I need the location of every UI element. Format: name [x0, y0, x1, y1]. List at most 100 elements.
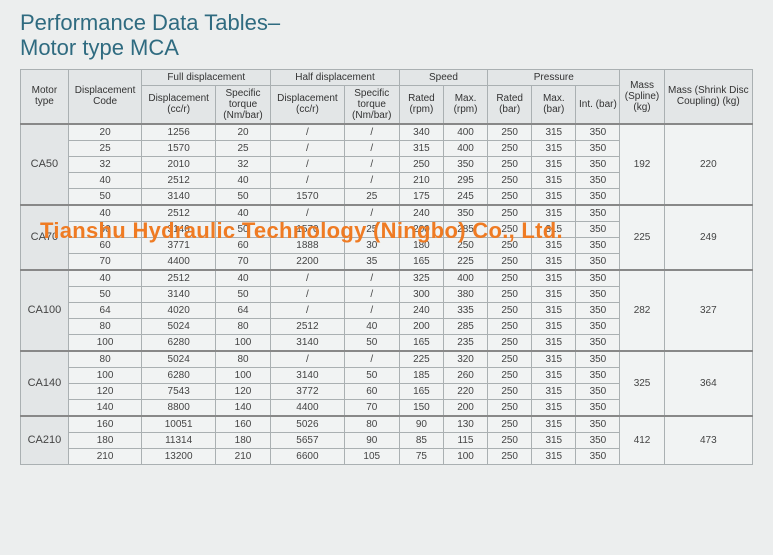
- cell-mb: 315: [532, 367, 576, 383]
- cell-mass-spline: 225: [620, 205, 664, 270]
- cell-mb: 315: [532, 318, 576, 334]
- cell-code: 60: [68, 237, 142, 253]
- cell-ft: 100: [215, 334, 270, 351]
- cell-mass-shrink: 364: [664, 351, 752, 416]
- cell-ht: 50: [344, 367, 399, 383]
- cell-rb: 250: [488, 172, 532, 188]
- cell-mb: 315: [532, 416, 576, 433]
- cell-rr: 225: [399, 351, 443, 368]
- cell-code: 50: [68, 221, 142, 237]
- cell-code: 50: [68, 188, 142, 205]
- cell-mass-spline: 192: [620, 124, 664, 205]
- cell-ft: 32: [215, 156, 270, 172]
- cell-ft: 64: [215, 302, 270, 318]
- cell-ib: 350: [576, 416, 620, 433]
- cell-mr: 225: [443, 253, 487, 270]
- cell-fd: 4020: [142, 302, 216, 318]
- cell-mb: 315: [532, 334, 576, 351]
- cell-rb: 250: [488, 351, 532, 368]
- cell-ht: /: [344, 140, 399, 156]
- cell-hd: 3772: [271, 383, 345, 399]
- cell-ib: 350: [576, 124, 620, 141]
- cell-rr: 175: [399, 188, 443, 205]
- cell-code: 180: [68, 432, 142, 448]
- cell-hd: 5026: [271, 416, 345, 433]
- performance-table: Motor type Displacement Code Full displa…: [20, 69, 753, 465]
- col-pressure: Pressure: [488, 69, 620, 85]
- cell-rr: 200: [399, 318, 443, 334]
- cell-ht: /: [344, 156, 399, 172]
- table-header: Motor type Displacement Code Full displa…: [21, 69, 753, 124]
- cell-mb: 315: [532, 253, 576, 270]
- cell-rr: 165: [399, 383, 443, 399]
- cell-mr: 285: [443, 221, 487, 237]
- cell-hd: 2200: [271, 253, 345, 270]
- table-row: CA14080502480//225320250315350325364: [21, 351, 753, 368]
- cell-code: 40: [68, 205, 142, 222]
- cell-code: 80: [68, 318, 142, 334]
- cell-rr: 240: [399, 302, 443, 318]
- table-row: CA5020125620//340400250315350192220: [21, 124, 753, 141]
- cell-rr: 340: [399, 124, 443, 141]
- cell-rb: 250: [488, 237, 532, 253]
- cell-code: 64: [68, 302, 142, 318]
- cell-rr: 185: [399, 367, 443, 383]
- cell-code: 40: [68, 172, 142, 188]
- cell-hd: /: [271, 172, 345, 188]
- cell-ht: 105: [344, 448, 399, 464]
- cell-hd: 5657: [271, 432, 345, 448]
- cell-ft: 40: [215, 270, 270, 287]
- cell-mr: 380: [443, 286, 487, 302]
- cell-motor-type: CA50: [21, 124, 69, 205]
- cell-mass-shrink: 220: [664, 124, 752, 205]
- cell-ft: 40: [215, 172, 270, 188]
- cell-ht: 35: [344, 253, 399, 270]
- cell-code: 80: [68, 351, 142, 368]
- col-full-spec-torque: Specific torque (Nm/bar): [215, 85, 270, 124]
- cell-rr: 240: [399, 205, 443, 222]
- cell-fd: 2512: [142, 270, 216, 287]
- cell-ft: 100: [215, 367, 270, 383]
- cell-motor-type: CA140: [21, 351, 69, 416]
- cell-ht: 80: [344, 416, 399, 433]
- cell-ft: 120: [215, 383, 270, 399]
- cell-hd: /: [271, 351, 345, 368]
- cell-ib: 350: [576, 188, 620, 205]
- cell-ib: 350: [576, 270, 620, 287]
- cell-code: 120: [68, 383, 142, 399]
- cell-ib: 350: [576, 351, 620, 368]
- cell-mr: 260: [443, 367, 487, 383]
- cell-ft: 80: [215, 318, 270, 334]
- cell-rr: 90: [399, 416, 443, 433]
- cell-mass-spline: 325: [620, 351, 664, 416]
- cell-rb: 250: [488, 334, 532, 351]
- cell-fd: 3771: [142, 237, 216, 253]
- cell-ft: 20: [215, 124, 270, 141]
- cell-fd: 1570: [142, 140, 216, 156]
- cell-code: 25: [68, 140, 142, 156]
- cell-fd: 3140: [142, 221, 216, 237]
- cell-ib: 350: [576, 432, 620, 448]
- cell-rb: 250: [488, 270, 532, 287]
- cell-ht: /: [344, 351, 399, 368]
- cell-rb: 250: [488, 205, 532, 222]
- cell-rr: 75: [399, 448, 443, 464]
- cell-fd: 5024: [142, 351, 216, 368]
- cell-ht: 40: [344, 318, 399, 334]
- cell-hd: /: [271, 140, 345, 156]
- cell-hd: 4400: [271, 399, 345, 416]
- cell-rr: 325: [399, 270, 443, 287]
- cell-rb: 250: [488, 448, 532, 464]
- cell-rb: 250: [488, 124, 532, 141]
- cell-ib: 350: [576, 318, 620, 334]
- cell-hd: /: [271, 124, 345, 141]
- cell-rb: 250: [488, 383, 532, 399]
- cell-rb: 250: [488, 432, 532, 448]
- cell-code: 100: [68, 334, 142, 351]
- cell-mb: 315: [532, 205, 576, 222]
- cell-ht: /: [344, 302, 399, 318]
- cell-ft: 210: [215, 448, 270, 464]
- cell-mr: 200: [443, 399, 487, 416]
- col-disp-code: Displacement Code: [68, 69, 142, 124]
- cell-ib: 350: [576, 221, 620, 237]
